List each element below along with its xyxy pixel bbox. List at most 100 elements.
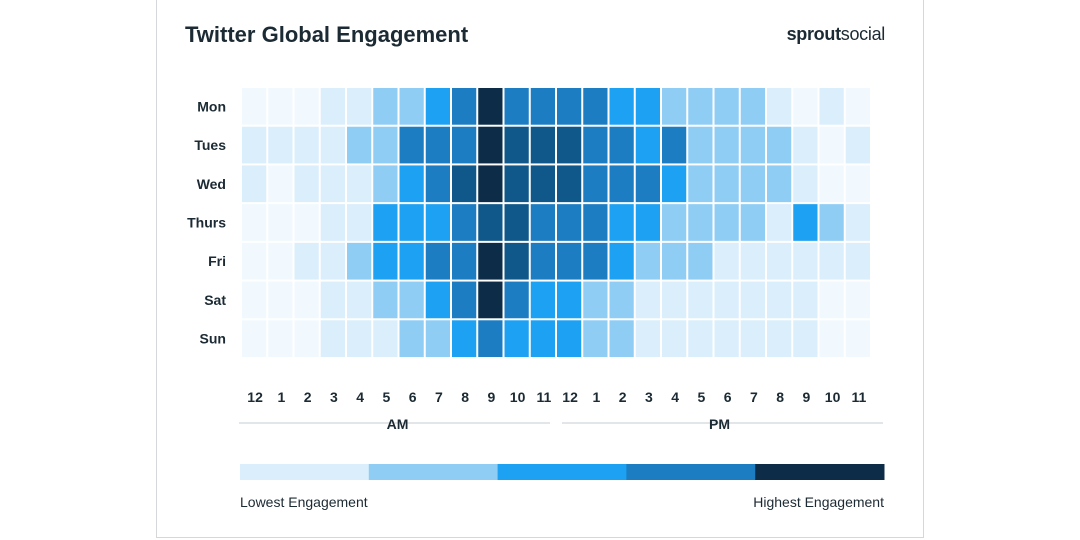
heatmap-cell	[373, 281, 398, 319]
heatmap-cell	[714, 242, 739, 280]
chart-title: Twitter Global Engagement	[185, 22, 469, 47]
heatmap-cell	[609, 204, 634, 241]
heatmap-cell	[320, 281, 345, 319]
day-label: Thurs	[187, 215, 226, 231]
heatmap-cell	[845, 165, 870, 203]
heatmap-cell	[740, 242, 765, 280]
heatmap-cell	[399, 204, 424, 241]
heatmap-cell	[268, 242, 293, 280]
heatmap-cell	[294, 165, 319, 203]
heatmap-cell	[294, 88, 319, 125]
heatmap-cell	[583, 281, 608, 319]
heatmap-cell	[793, 204, 818, 241]
heatmap-cell	[530, 88, 555, 125]
heatmap-cell	[399, 320, 424, 357]
hour-label: 12	[562, 389, 578, 405]
legend-swatch	[497, 464, 627, 480]
heatmap-cell	[767, 88, 792, 125]
heatmap-cell	[819, 242, 844, 280]
heatmap-cell	[320, 88, 345, 125]
hour-label: 2	[619, 389, 627, 405]
heatmap-cell	[425, 242, 450, 280]
hour-label: 5	[383, 389, 391, 405]
heatmap-cell	[714, 204, 739, 241]
heatmap-cell	[662, 165, 687, 203]
heatmap-cell	[504, 320, 529, 357]
heatmap-cell	[688, 126, 713, 164]
hour-label: 6	[724, 389, 732, 405]
heatmap-cell	[583, 126, 608, 164]
heatmap-cell	[452, 204, 477, 241]
legend-high-label: Highest Engagement	[753, 494, 884, 510]
logo-text-regular: social	[840, 24, 886, 44]
hour-label: 10	[825, 389, 841, 405]
heatmap-cell	[425, 204, 450, 241]
heatmap-cell	[425, 281, 450, 319]
heatmap-cell	[557, 204, 582, 241]
heatmap-cell	[688, 165, 713, 203]
heatmap-cell	[635, 126, 660, 164]
heatmap-cell	[583, 320, 608, 357]
heatmap-cell	[347, 165, 372, 203]
heatmap-cell	[242, 242, 267, 280]
hour-label: 12	[247, 389, 263, 405]
heatmap-cell	[425, 126, 450, 164]
heatmap-cell	[373, 126, 398, 164]
hour-label: 1	[593, 389, 601, 405]
heatmap-cell	[767, 242, 792, 280]
heatmap-cell	[635, 204, 660, 241]
sprout-social-logo: sproutsocial	[786, 24, 886, 45]
hour-label: 2	[304, 389, 312, 405]
heatmap-cell	[242, 126, 267, 164]
legend-low-label: Lowest Engagement	[240, 494, 368, 510]
heatmap-cell	[767, 320, 792, 357]
heatmap-cell	[347, 281, 372, 319]
heatmap-cell	[557, 165, 582, 203]
heatmap-cell	[373, 165, 398, 203]
heatmap-cell	[557, 126, 582, 164]
heatmap-cell	[635, 242, 660, 280]
heatmap-cell	[740, 281, 765, 319]
heatmap-cell	[373, 204, 398, 241]
heatmap-cell	[609, 242, 634, 280]
heatmap-cell	[845, 88, 870, 125]
heatmap-cell	[242, 281, 267, 319]
hour-label: 5	[698, 389, 706, 405]
heatmap-cell	[819, 281, 844, 319]
heatmap-cell	[347, 126, 372, 164]
heatmap-cell	[504, 242, 529, 280]
heatmap-cell	[478, 242, 503, 280]
heatmap-cell	[662, 320, 687, 357]
heatmap-cell	[819, 165, 844, 203]
hour-label: 7	[750, 389, 758, 405]
hour-label: 9	[803, 389, 811, 405]
heatmap-cell	[242, 88, 267, 125]
heatmap-cell	[504, 165, 529, 203]
heatmap-cell	[452, 88, 477, 125]
heatmap-cell	[688, 281, 713, 319]
hour-label: 3	[330, 389, 338, 405]
legend-swatch	[368, 464, 499, 480]
heatmap-cell	[530, 204, 555, 241]
logo-text-bold: sprout	[786, 24, 842, 44]
heatmap-cell	[609, 165, 634, 203]
heatmap-cell	[845, 281, 870, 319]
heatmap-cell	[609, 281, 634, 319]
heatmap-cell	[662, 88, 687, 125]
heatmap-cell	[662, 242, 687, 280]
heatmap-cell	[504, 204, 529, 241]
heatmap-cell	[320, 320, 345, 357]
heatmap-cell	[583, 88, 608, 125]
heatmap-cell	[662, 126, 687, 164]
heatmap-cell	[557, 281, 582, 319]
heatmap-cell	[767, 126, 792, 164]
heatmap-cell	[478, 165, 503, 203]
heatmap-cell	[714, 126, 739, 164]
heatmap-cell	[268, 281, 293, 319]
hour-label: 10	[510, 389, 526, 405]
heatmap-cell	[530, 165, 555, 203]
heatmap-cell	[373, 320, 398, 357]
heatmap-cell	[504, 88, 529, 125]
hour-label: 4	[671, 389, 679, 405]
hour-label: 4	[356, 389, 364, 405]
